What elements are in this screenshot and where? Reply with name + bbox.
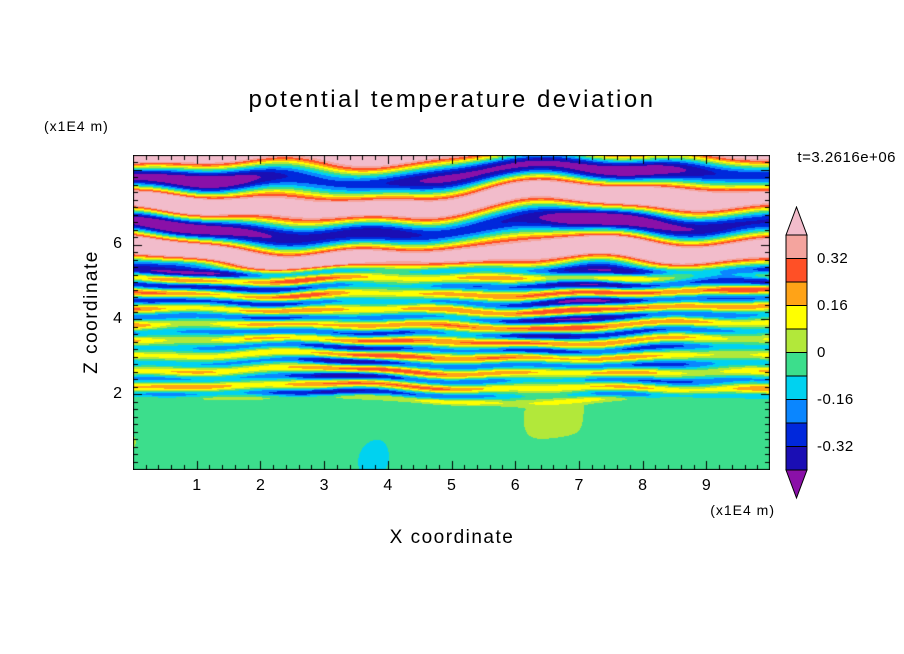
x-tick-label: 4 [383,477,393,494]
x-tick-label: 7 [574,477,584,494]
colorbar-segment [785,446,808,471]
colorbar-segment [785,328,808,353]
colorbar-segment [785,422,808,447]
colorbar-tick-label: -0.32 [817,437,854,455]
colorbar-segment [785,375,808,400]
heatmap-canvas [133,155,770,470]
x-tick-label: 9 [701,477,711,494]
timestamp: t=3.2616e+06 [797,149,896,166]
x-tick-label: 5 [447,477,456,494]
z-tick-label: 4 [113,310,122,327]
colorbar-tick-label: 0.32 [817,249,849,267]
z-axis-unit: (x1E4 m) [44,118,109,134]
x-tick-label: 2 [255,477,265,494]
colorbar-tick-label: 0.16 [817,296,849,314]
chart-title: potential temperature deviation [248,86,656,113]
colorbar-segment [785,352,808,377]
x-tick-label: 8 [638,477,648,494]
colorbar-segment [785,305,808,330]
x-tick-label: 1 [192,477,202,494]
colorbar-segment [785,399,808,424]
colorbar-arrow-up [785,205,808,236]
colorbar: 0.32 0.16 0 -0.16 -0.32 [785,205,903,506]
x-tick-label: 3 [319,477,329,494]
colorbar-segment [785,234,808,259]
colorbar-arrow-down [785,469,808,500]
z-tick-label: 6 [113,235,122,252]
colorbar-svg [785,205,808,500]
colorbar-tick-label: 0 [817,343,826,361]
x-axis-unit: (x1E4 m) [710,502,775,518]
x-axis-label: X coordinate [389,527,515,548]
x-tick-label: 6 [510,477,520,494]
z-tick-label: 2 [113,385,122,402]
colorbar-segment [785,281,808,306]
colorbar-tick-label: -0.16 [817,390,854,408]
colorbar-segment [785,258,808,283]
